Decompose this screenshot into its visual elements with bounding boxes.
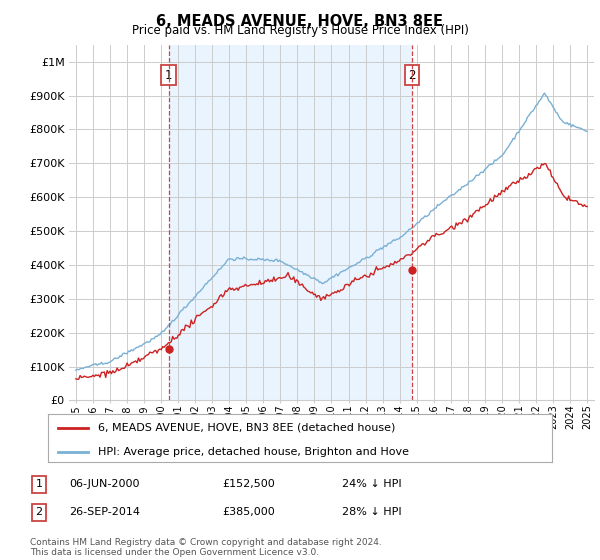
Text: 2: 2 bbox=[35, 507, 43, 517]
Text: Contains HM Land Registry data © Crown copyright and database right 2024.
This d: Contains HM Land Registry data © Crown c… bbox=[30, 538, 382, 557]
Text: HPI: Average price, detached house, Brighton and Hove: HPI: Average price, detached house, Brig… bbox=[98, 446, 409, 456]
Text: 1: 1 bbox=[35, 479, 43, 489]
Text: 26-SEP-2014: 26-SEP-2014 bbox=[69, 507, 140, 517]
Text: 24% ↓ HPI: 24% ↓ HPI bbox=[342, 479, 401, 489]
Text: £152,500: £152,500 bbox=[222, 479, 275, 489]
Text: 28% ↓ HPI: 28% ↓ HPI bbox=[342, 507, 401, 517]
Text: 6, MEADS AVENUE, HOVE, BN3 8EE: 6, MEADS AVENUE, HOVE, BN3 8EE bbox=[157, 14, 443, 29]
Text: £385,000: £385,000 bbox=[222, 507, 275, 517]
Text: 1: 1 bbox=[165, 69, 172, 82]
Text: 6, MEADS AVENUE, HOVE, BN3 8EE (detached house): 6, MEADS AVENUE, HOVE, BN3 8EE (detached… bbox=[98, 423, 396, 433]
Text: 2: 2 bbox=[409, 69, 416, 82]
Text: Price paid vs. HM Land Registry's House Price Index (HPI): Price paid vs. HM Land Registry's House … bbox=[131, 24, 469, 37]
Text: 06-JUN-2000: 06-JUN-2000 bbox=[69, 479, 139, 489]
Bar bbox=[169, 45, 412, 400]
